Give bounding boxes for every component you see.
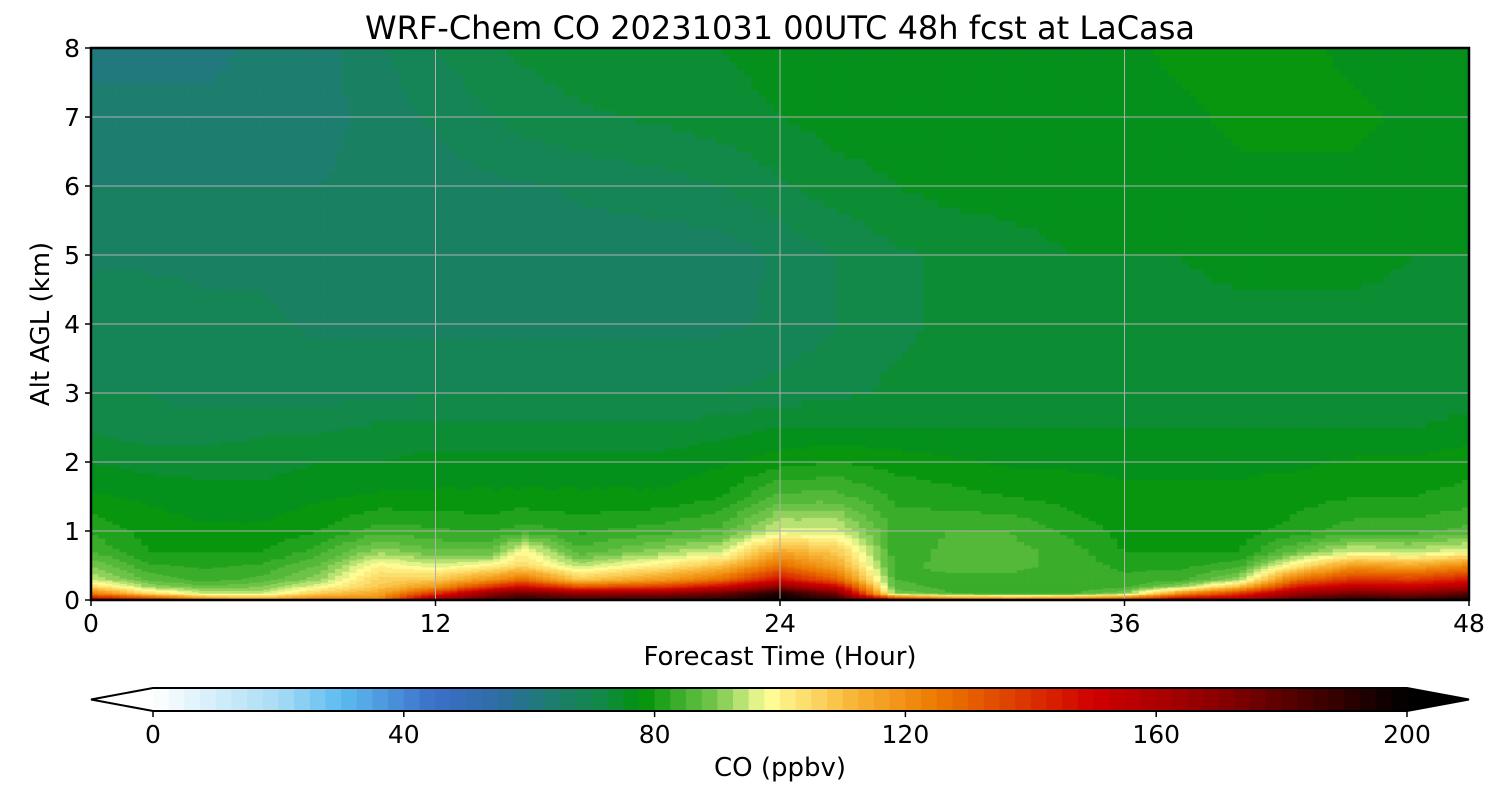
chart-title: WRF-Chem CO 20231031 00UTC 48h fcst at L… <box>365 9 1195 47</box>
